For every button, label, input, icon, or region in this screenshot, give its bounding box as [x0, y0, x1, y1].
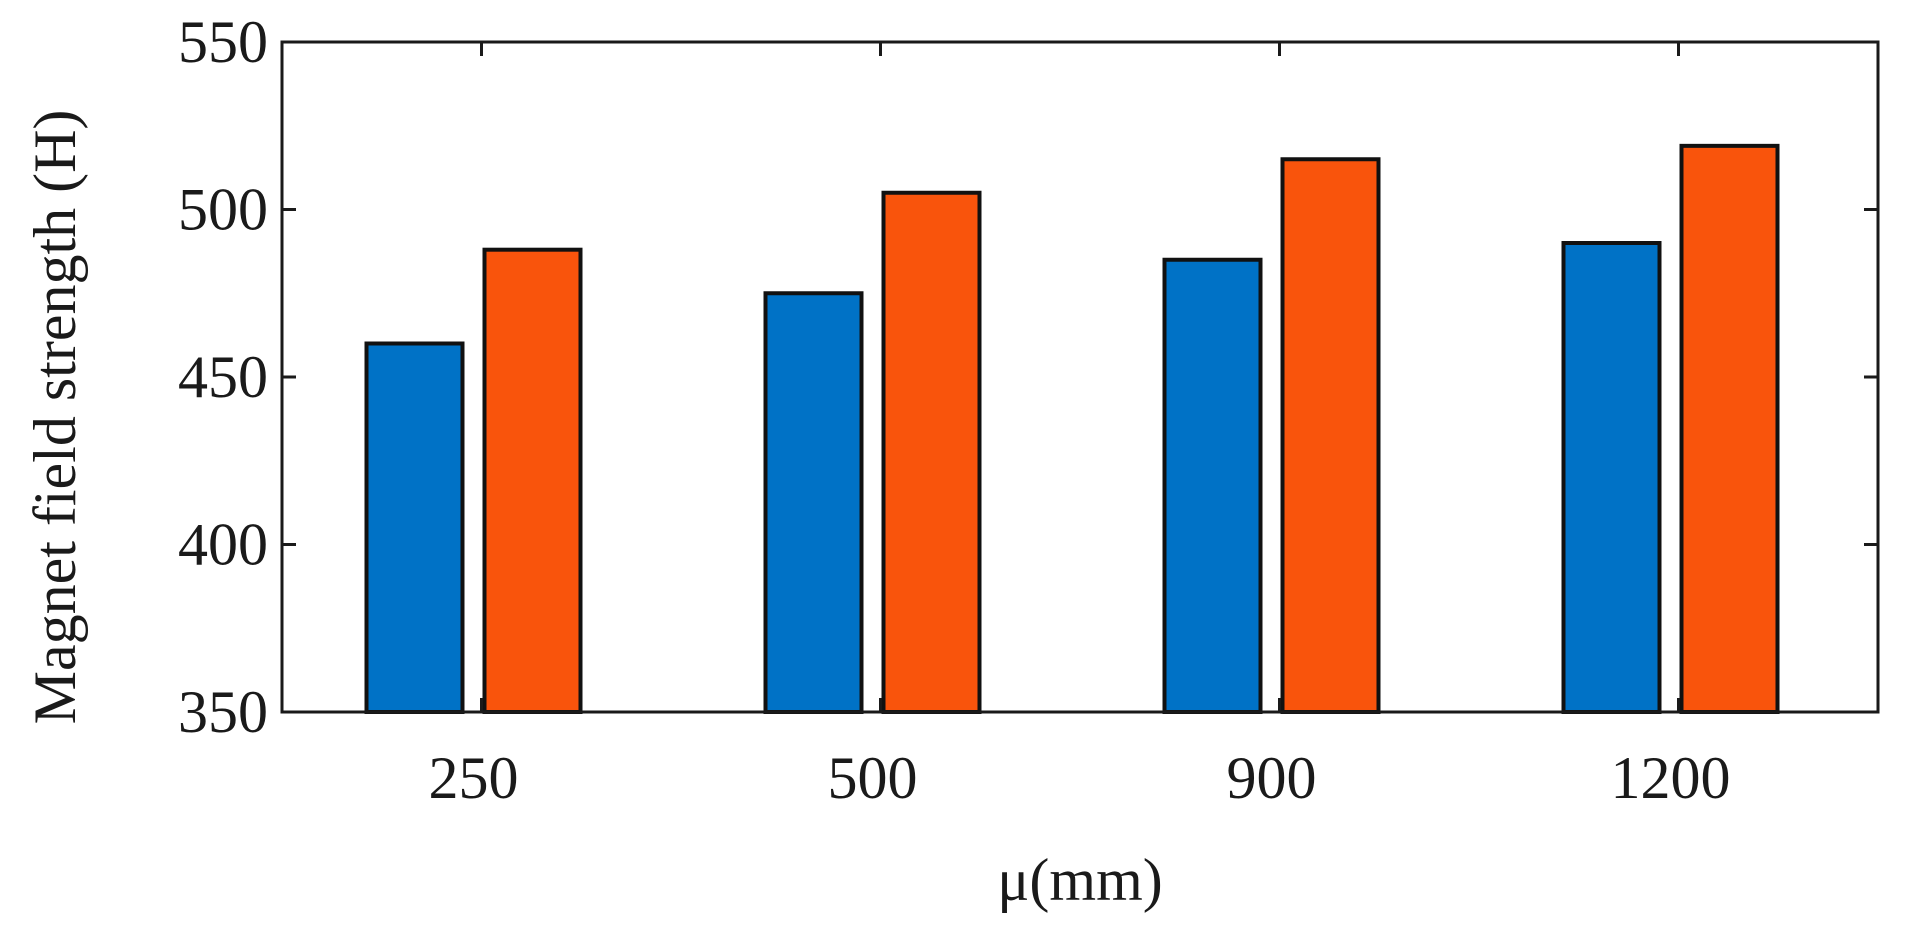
x-tick-label-250: 250: [429, 745, 519, 811]
bar-250-series-2: [482, 247, 583, 714]
labels-layer: 350 400 450 500 550 250 500 900 1200 μ(mm) Magnet …: [22, 9, 1731, 913]
x-tick-label-900: 900: [1227, 745, 1317, 811]
bar-900-series-1: [1162, 257, 1263, 714]
y-tick-label-350: 350: [178, 679, 268, 745]
x-axis-label: μ(mm): [997, 847, 1162, 913]
bars-layer: [364, 143, 1780, 715]
bar-1200-series-2: [1679, 143, 1780, 715]
bar-900-series-2: [1280, 157, 1381, 714]
y-tick-label-400: 400: [178, 512, 268, 578]
ticks-layer: [282, 40, 1878, 714]
y-axis-label: Magnet field strength (H): [22, 110, 88, 725]
y-tick-label-550: 550: [178, 9, 268, 75]
y-tick-label-450: 450: [178, 344, 268, 410]
bar-500-series-1: [763, 291, 864, 714]
bar-500-series-2: [881, 190, 982, 714]
bar-250-series-1: [364, 341, 465, 714]
x-tick-label-500: 500: [828, 745, 918, 811]
y-tick-label-500: 500: [178, 177, 268, 243]
x-tick-label-1200: 1200: [1611, 745, 1731, 811]
bar-1200-series-1: [1561, 241, 1662, 714]
